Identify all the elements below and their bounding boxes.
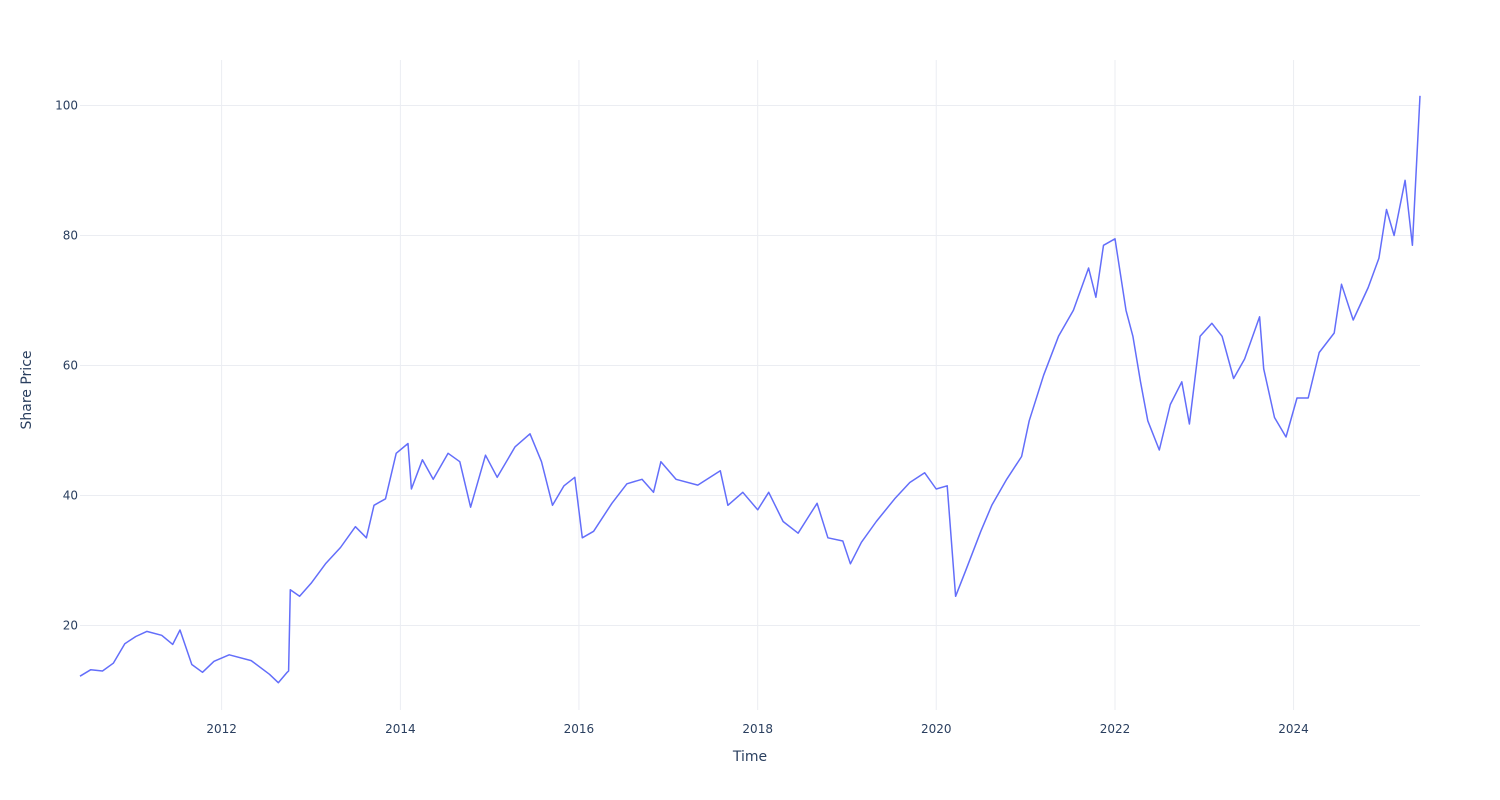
x-tick-label: 2012 [206, 722, 237, 736]
y-axis-title: Share Price [19, 350, 35, 429]
series-layer [79, 95, 1421, 684]
x-axis-title: Time [732, 749, 767, 765]
y-tick-label: 40 [63, 489, 78, 503]
x-tick-label: 2016 [564, 722, 595, 736]
y-tick-label: 20 [63, 619, 78, 633]
x-tick-label: 2024 [1278, 722, 1309, 736]
x-tick-label: 2020 [921, 722, 952, 736]
x-tick-label: 2022 [1100, 722, 1131, 736]
y-tick-label: 80 [63, 229, 78, 243]
y-tick-label: 60 [63, 359, 78, 373]
y-tick-label: 100 [55, 99, 78, 113]
share-price-line [79, 95, 1421, 684]
y-tick-labels: 20 40 60 80 100 [55, 99, 78, 633]
x-tick-label: 2018 [742, 722, 773, 736]
x-gridlines [221, 60, 1295, 710]
x-tick-label: 2014 [385, 722, 416, 736]
y-gridlines [80, 105, 1420, 626]
x-tick-labels: 2012 2014 2016 2018 2020 2022 2024 [206, 722, 1308, 736]
